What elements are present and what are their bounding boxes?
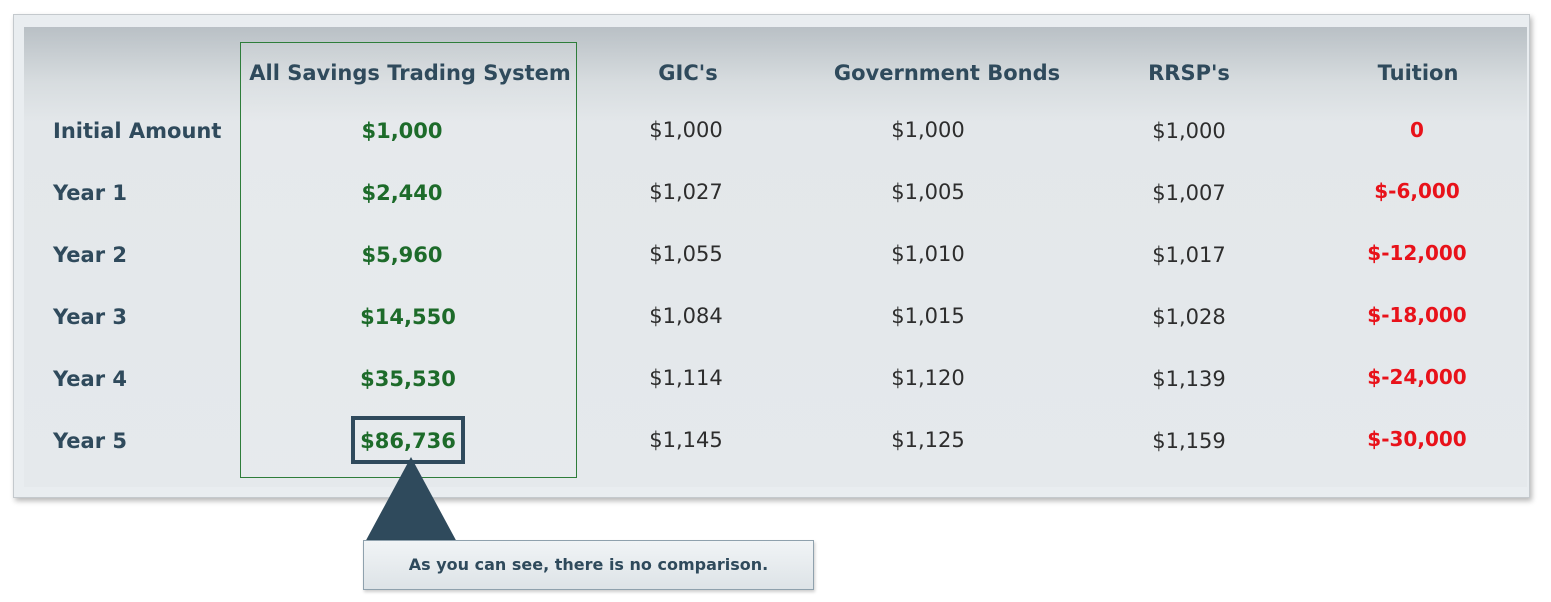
row-label-year-1: Year 1 xyxy=(53,181,127,205)
comparison-panel xyxy=(13,14,1530,498)
value-gics: $1,027 xyxy=(649,180,723,204)
value-savings-system: $2,440 xyxy=(361,181,443,205)
value-savings-system: $35,530 xyxy=(360,367,456,391)
value-tuition: $-24,000 xyxy=(1367,365,1467,389)
row-label-year-3: Year 3 xyxy=(53,305,127,329)
value-rrsps: $1,000 xyxy=(1152,119,1226,143)
header-government-bonds: Government Bonds xyxy=(833,61,1061,85)
comparison-panel-background xyxy=(24,27,1527,487)
value-tuition: $-12,000 xyxy=(1367,241,1467,265)
value-gics: $1,114 xyxy=(649,366,723,390)
value-tuition: $-18,000 xyxy=(1367,303,1467,327)
header-rrsps: RRSP's xyxy=(1148,61,1230,85)
value-gics: $1,055 xyxy=(649,242,723,266)
row-label-year-2: Year 2 xyxy=(53,243,127,267)
value-gics: $1,145 xyxy=(649,428,723,452)
value-government-bonds: $1,005 xyxy=(891,180,965,204)
value-savings-system: $5,960 xyxy=(361,243,443,267)
row-label-year-4: Year 4 xyxy=(53,367,127,391)
header-tuition: Tuition xyxy=(1377,61,1459,85)
value-government-bonds: $1,120 xyxy=(891,366,965,390)
value-savings-system: $14,550 xyxy=(360,305,456,329)
comparison-callout: As you can see, there is no comparison. xyxy=(363,540,814,590)
value-rrsps: $1,139 xyxy=(1152,367,1226,391)
value-rrsps: $1,028 xyxy=(1152,305,1226,329)
value-rrsps: $1,159 xyxy=(1152,429,1226,453)
row-label-initial-amount: Initial Amount xyxy=(53,119,222,143)
value-savings-system: $1,000 xyxy=(361,119,443,143)
value-tuition: 0 xyxy=(1410,118,1424,142)
value-gics: $1,084 xyxy=(649,304,723,328)
value-government-bonds: $1,010 xyxy=(891,242,965,266)
value-savings-system-final: $86,736 xyxy=(360,429,456,453)
value-gics: $1,000 xyxy=(649,118,723,142)
header-gics: GIC's xyxy=(658,61,718,85)
value-government-bonds: $1,125 xyxy=(891,428,965,452)
callout-pointer xyxy=(364,457,458,544)
value-tuition: $-30,000 xyxy=(1367,427,1467,451)
row-label-year-5: Year 5 xyxy=(53,429,127,453)
value-government-bonds: $1,000 xyxy=(891,118,965,142)
value-government-bonds: $1,015 xyxy=(891,304,965,328)
value-rrsps: $1,007 xyxy=(1152,181,1226,205)
header-all-savings-trading-system: All Savings Trading System xyxy=(249,61,571,85)
value-tuition: $-6,000 xyxy=(1374,179,1460,203)
value-rrsps: $1,017 xyxy=(1152,243,1226,267)
